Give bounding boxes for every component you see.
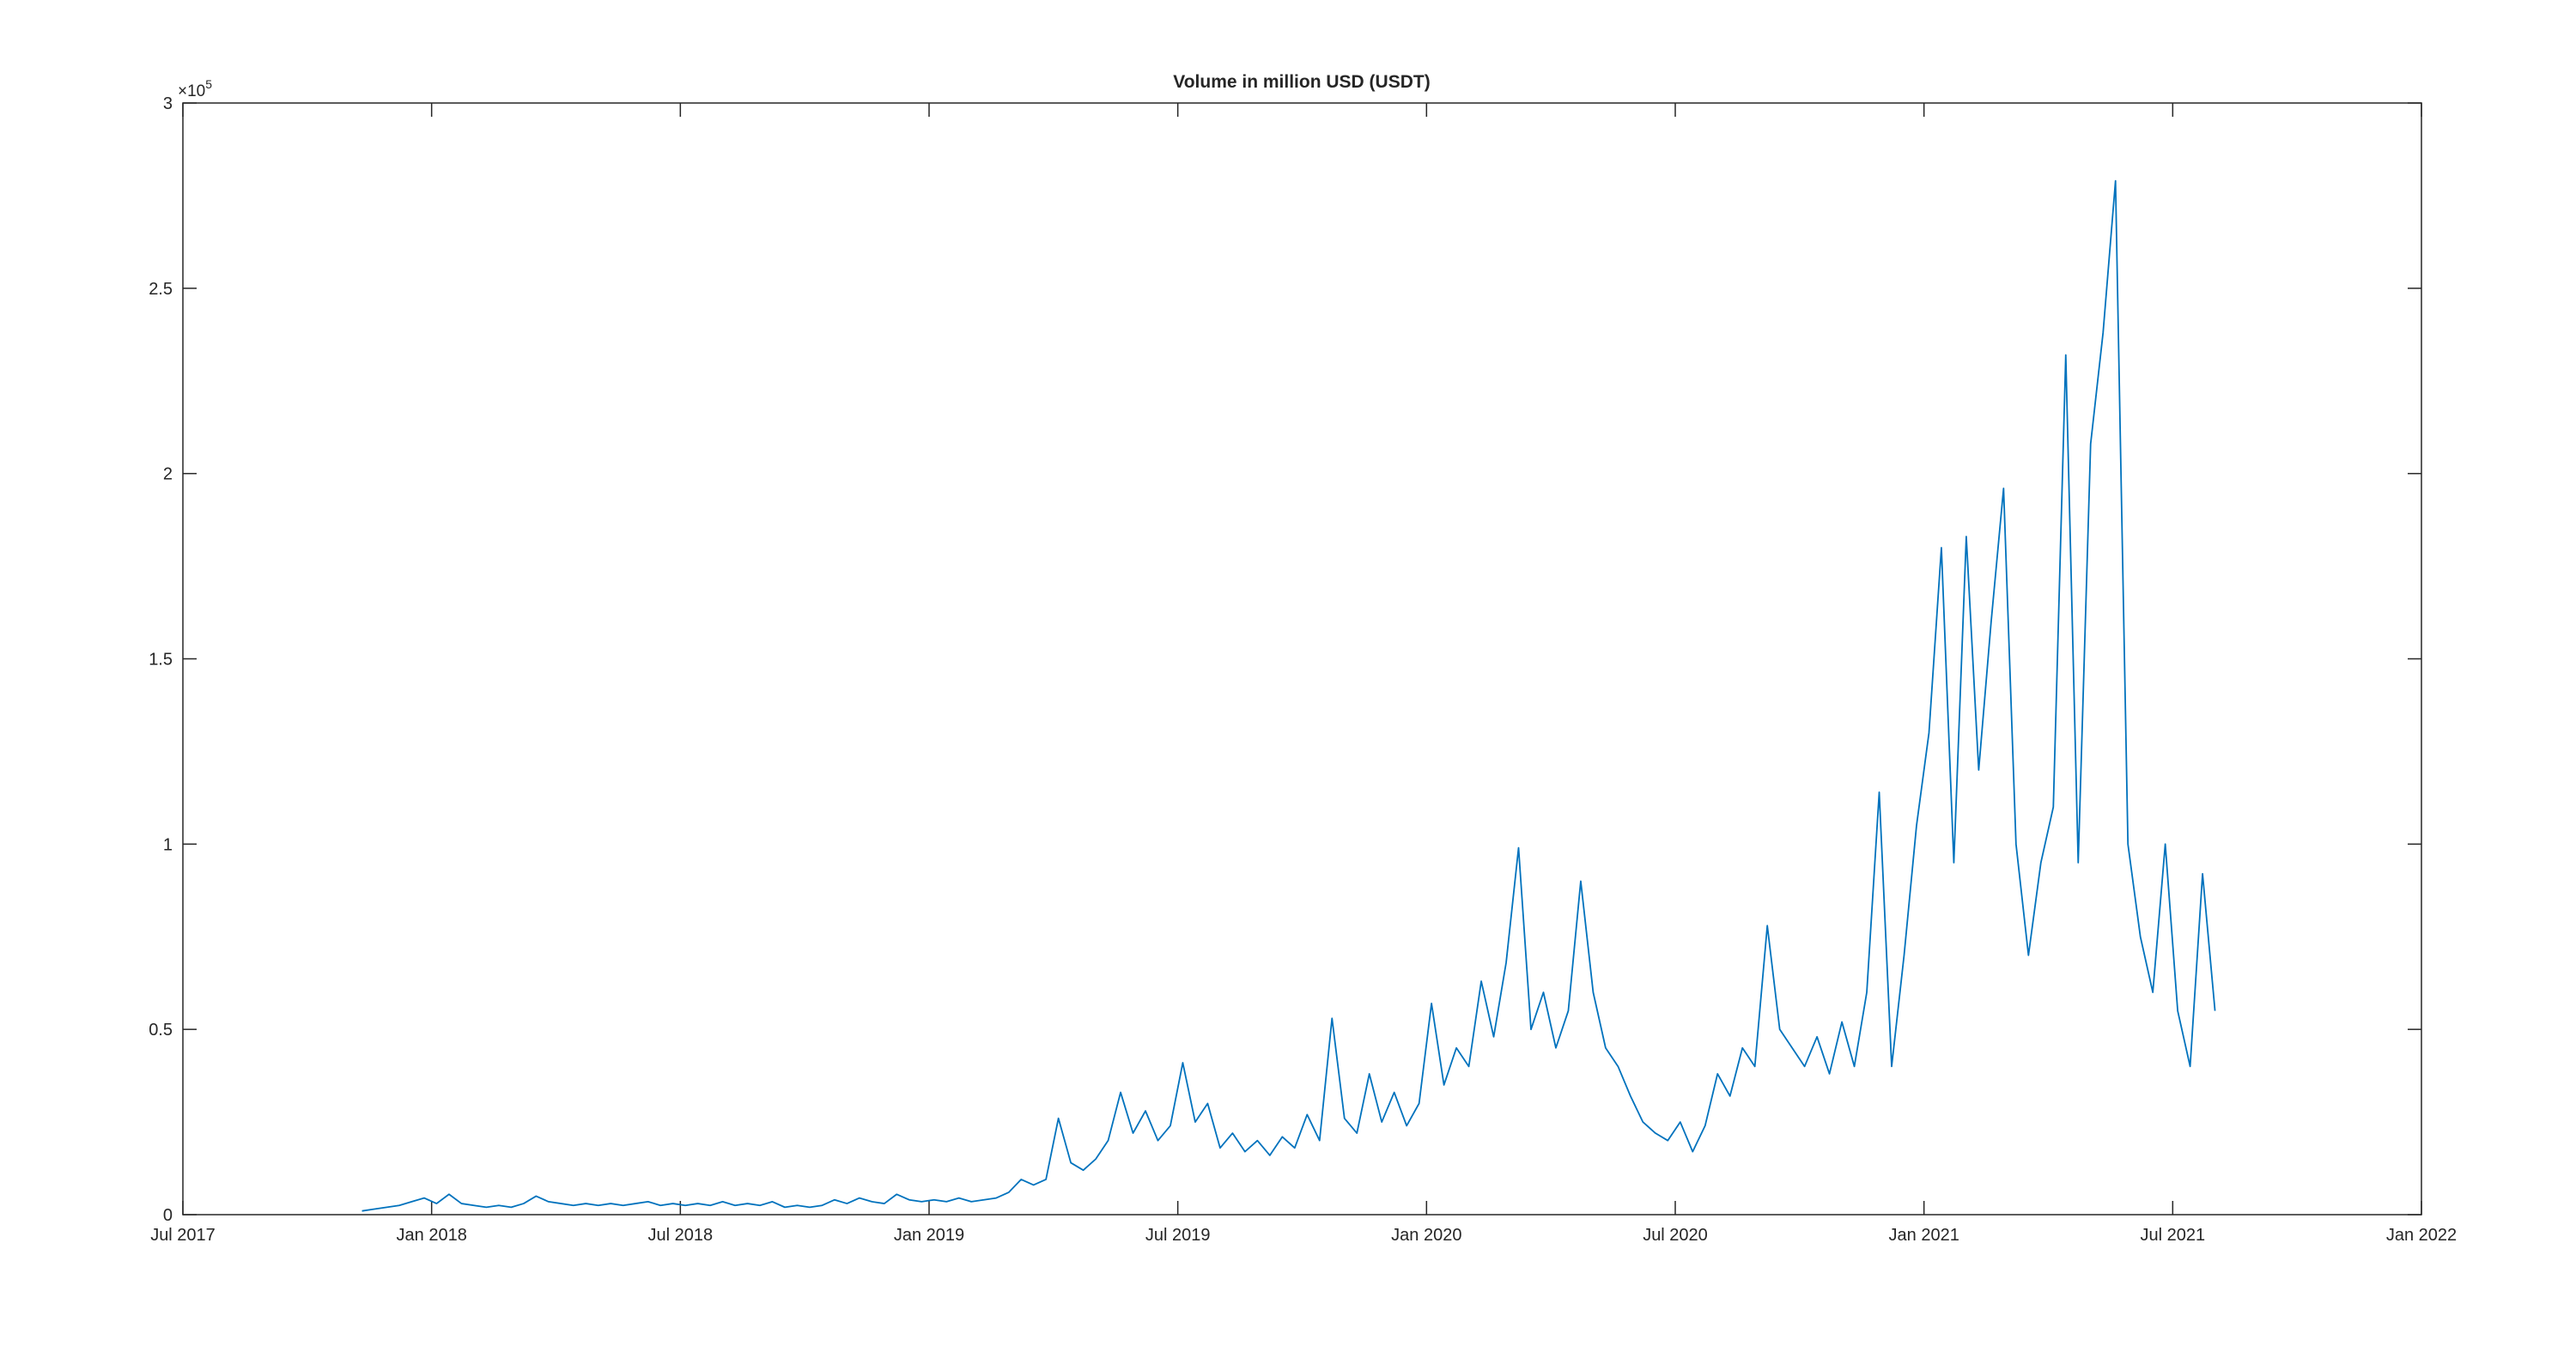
x-tick-label: Jul 2019 [1145,1226,1211,1245]
x-tick-label: Jul 2018 [648,1226,714,1245]
x-tick-label: Jul 2020 [1643,1226,1708,1245]
data-line [361,179,2216,1212]
x-tick-label: Jan 2022 [2386,1226,2457,1245]
y-tick-label: 2.5 [149,280,173,299]
y-tick-label: 1.5 [149,651,173,670]
y-multiplier: ×105 [178,77,212,100]
y-tick-label: 2 [163,465,173,484]
x-tick-label: Jan 2019 [894,1226,964,1245]
x-tick-label: Jan 2021 [1889,1226,1959,1245]
x-tick-label: Jan 2018 [397,1226,467,1245]
y-tick-label: 0.5 [149,1021,173,1040]
x-tick-label: Jan 2020 [1391,1226,1461,1245]
y-multiplier-base: ×10 [178,82,205,100]
y-tick-label: 0 [163,1206,173,1225]
y-tick-label: 1 [163,835,173,854]
y-multiplier-exponent: 5 [205,77,212,91]
x-tick-label: Jul 2017 [150,1226,216,1245]
chart-title: Volume in million USD (USDT) [1173,72,1430,92]
y-tick-label: 3 [163,94,173,113]
x-tick-label: Jul 2021 [2141,1226,2206,1245]
